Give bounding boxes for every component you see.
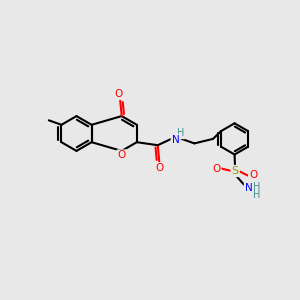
Text: H: H — [254, 182, 261, 193]
Text: N: N — [172, 135, 179, 145]
Text: O: O — [212, 164, 220, 174]
Text: N: N — [245, 183, 253, 193]
Text: O: O — [249, 170, 257, 181]
Text: O: O — [155, 163, 164, 173]
Text: S: S — [232, 166, 239, 176]
Text: O: O — [118, 150, 126, 161]
Text: H: H — [178, 128, 185, 138]
Text: H: H — [254, 190, 261, 200]
Text: O: O — [115, 89, 123, 99]
